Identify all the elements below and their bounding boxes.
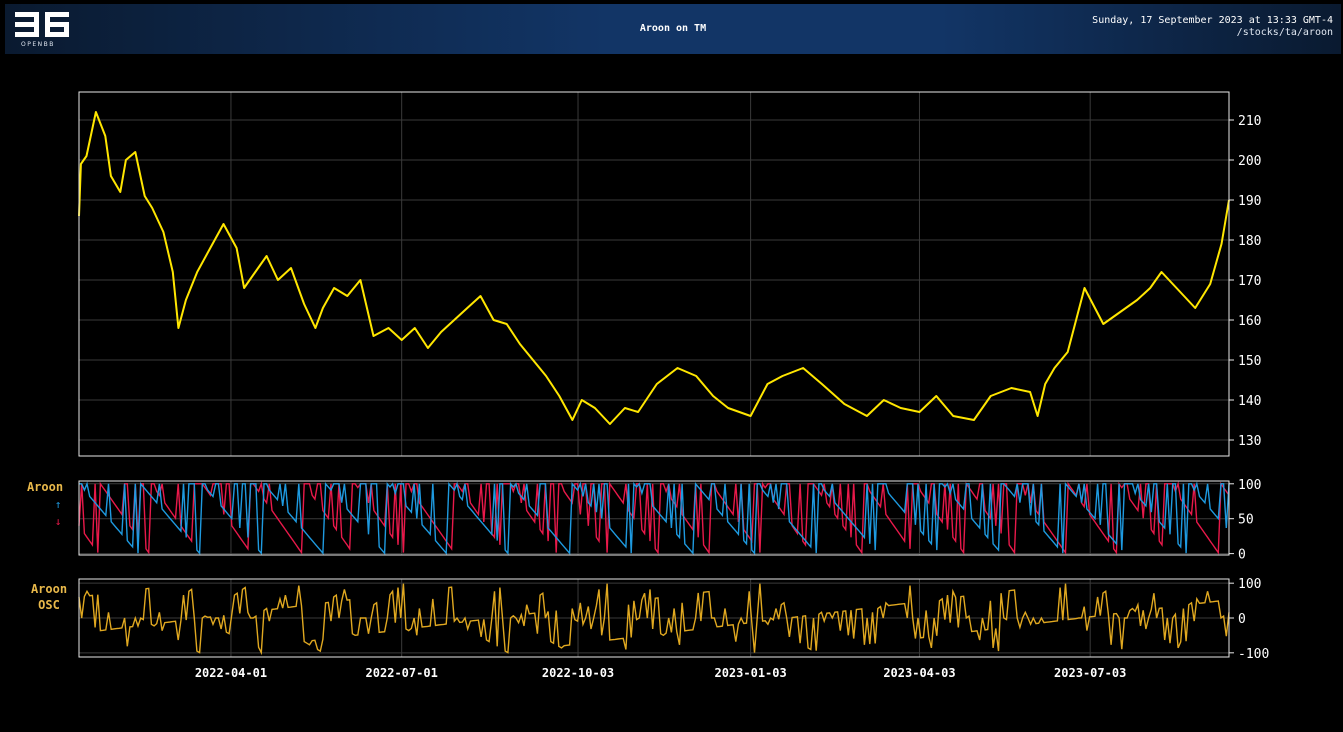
x-tick-label: 2022-07-01 bbox=[366, 666, 438, 680]
openbb-logo bbox=[15, 12, 69, 37]
aroon-panel-frame bbox=[78, 480, 1230, 556]
price-y-tick-label: 210 bbox=[1238, 114, 1261, 129]
datetime-stamp: Sunday, 17 September 2023 at 13:33 GMT-4 bbox=[1092, 15, 1333, 26]
osc-label-line2: OSC bbox=[38, 598, 60, 612]
price-y-tick-label: 170 bbox=[1238, 274, 1261, 289]
aroon-label: Aroon bbox=[27, 480, 63, 494]
price-y-tick-label: 140 bbox=[1238, 394, 1261, 409]
header-bar: OPENBB Aroon on TM Sunday, 17 September … bbox=[5, 4, 1341, 54]
aroon-y-tick-label: 50 bbox=[1238, 513, 1254, 528]
osc-y-tick-label: 100 bbox=[1238, 577, 1261, 592]
x-tick-label: 2023-01-03 bbox=[714, 666, 786, 680]
osc-label-line1: Aroon bbox=[31, 582, 67, 596]
price-y-tick-label: 180 bbox=[1238, 234, 1261, 249]
price-y-tick-label: 150 bbox=[1238, 354, 1261, 369]
aroon-up-legend: ↑ bbox=[55, 498, 62, 511]
aroon-y-tick-label: 0 bbox=[1238, 548, 1246, 563]
aroon-osc-line bbox=[78, 583, 1230, 656]
chart-title: Aroon on TM bbox=[639, 23, 707, 34]
chart-area: 2022-04-01 2022-07-01 2022-10-03 2023-01-03… bbox=[27, 91, 1269, 680]
price-y-tick-label: 200 bbox=[1238, 154, 1261, 169]
price-line bbox=[78, 111, 1230, 425]
price-y-tick-label: 130 bbox=[1238, 434, 1261, 449]
chart-window: OPENBB Aroon on TM Sunday, 17 September … bbox=[5, 4, 1341, 731]
x-tick-label: 2023-07-03 bbox=[1054, 666, 1126, 680]
osc-panel-frame bbox=[78, 578, 1230, 658]
aroon-down-legend: ↓ bbox=[55, 515, 62, 528]
command-path: /stocks/ta/aroon bbox=[1236, 27, 1333, 38]
aroon-y-tick-label: 100 bbox=[1238, 478, 1261, 493]
x-tick-label: 2022-10-03 bbox=[542, 666, 614, 680]
price-y-tick-label: 160 bbox=[1238, 314, 1261, 329]
logo-caption: OPENBB bbox=[21, 41, 55, 48]
x-tick-label: 2022-04-01 bbox=[195, 666, 267, 680]
x-tick-label: 2023-04-03 bbox=[883, 666, 955, 680]
price-y-tick-label: 190 bbox=[1238, 194, 1261, 209]
osc-y-tick-label: 0 bbox=[1238, 612, 1246, 627]
aroon-up-line bbox=[79, 481, 1230, 556]
price-panel-frame bbox=[78, 91, 1230, 457]
osc-y-tick-label: -100 bbox=[1238, 647, 1269, 662]
aroon-down-line bbox=[78, 481, 1230, 555]
